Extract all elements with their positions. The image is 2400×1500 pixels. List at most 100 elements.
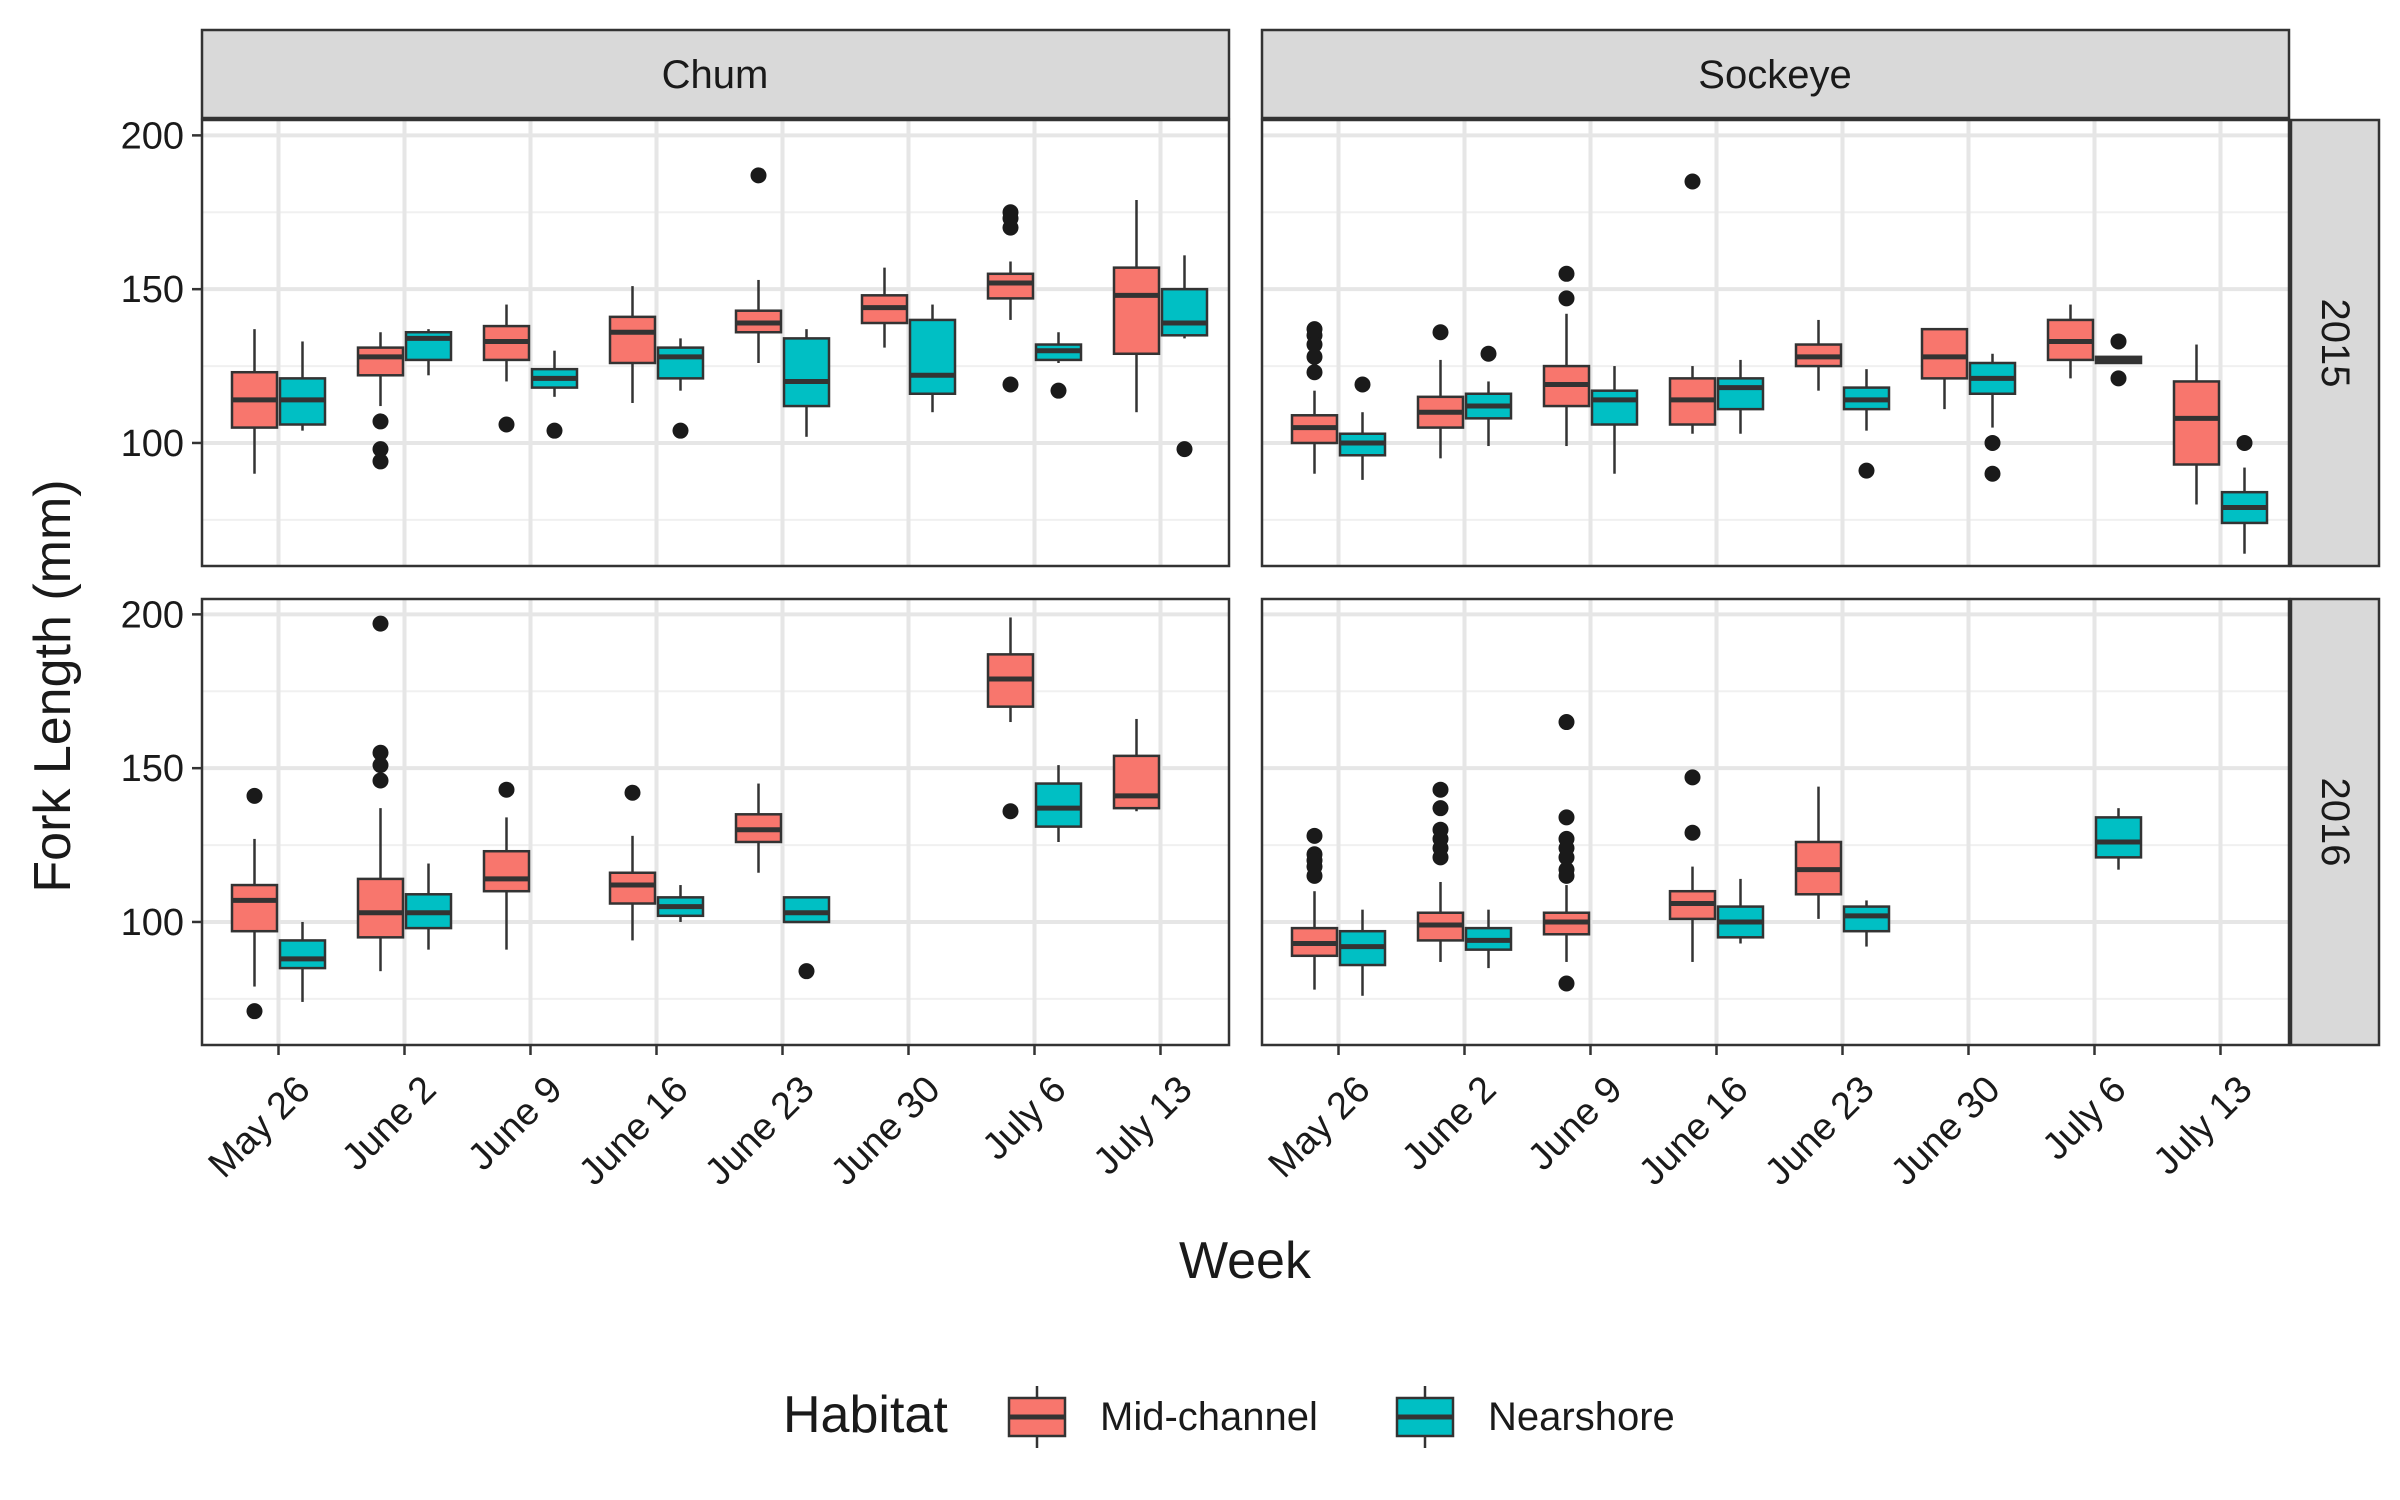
box-june-30-nearshore bbox=[908, 304, 957, 413]
outlier-point bbox=[1306, 827, 1323, 844]
legend-label-mid-channel: Mid-channel bbox=[1100, 1395, 1318, 1439]
box-june-16-mid-channel bbox=[1668, 173, 1717, 434]
strip-label-2015: 2015 bbox=[2313, 299, 2357, 388]
box-body bbox=[656, 346, 705, 380]
box-may-26-mid-channel bbox=[230, 787, 279, 1020]
y-tick-label: 200 bbox=[121, 594, 184, 636]
box-june-23-mid-channel bbox=[734, 783, 783, 873]
box-body bbox=[1590, 389, 1639, 426]
box-june-23-mid-channel bbox=[734, 167, 783, 363]
box-june-2-nearshore bbox=[1464, 909, 1513, 969]
strip-right-2015: 2015 bbox=[2289, 118, 2381, 568]
outlier-point bbox=[1558, 265, 1575, 282]
outlier-point bbox=[2110, 333, 2127, 350]
box-june-16-nearshore bbox=[1716, 359, 1765, 434]
box-body bbox=[1160, 287, 1209, 337]
panel-sockeye-2016 bbox=[1260, 597, 2291, 1047]
outlier-point bbox=[1354, 376, 1371, 393]
box-body bbox=[986, 272, 1035, 300]
panel-chum-2016 bbox=[200, 597, 1231, 1047]
outlier-point bbox=[372, 441, 389, 458]
box-body bbox=[482, 849, 531, 893]
box-june-16-nearshore bbox=[656, 338, 705, 439]
box-june-23-nearshore bbox=[782, 896, 831, 980]
panel-border bbox=[1260, 597, 2291, 1047]
box-body bbox=[782, 337, 831, 408]
box-june-9-mid-channel bbox=[1542, 714, 1591, 992]
box-may-26-nearshore bbox=[1338, 376, 1387, 480]
outlier-point bbox=[498, 781, 515, 798]
box-body bbox=[1112, 266, 1161, 356]
y-tick-label: 100 bbox=[121, 902, 184, 944]
box-may-26-nearshore bbox=[278, 921, 327, 1002]
box-june-30-nearshore bbox=[1968, 353, 2017, 482]
box-june-16-nearshore bbox=[656, 885, 705, 922]
outlier-point bbox=[1176, 441, 1193, 458]
box-june-16-mid-channel bbox=[608, 784, 657, 941]
strip-top-sockeye: Sockeye bbox=[1260, 28, 2291, 120]
box-body bbox=[1112, 754, 1161, 810]
outlier-point bbox=[624, 784, 641, 801]
box-june-2-nearshore bbox=[1464, 345, 1513, 447]
legend-title: Habitat bbox=[783, 1386, 948, 1444]
box-body bbox=[356, 877, 405, 939]
outlier-point bbox=[1558, 809, 1575, 826]
legend: Habitat Mid-channel Nearshore bbox=[783, 1386, 1675, 1448]
strip-top-chum: Chum bbox=[200, 28, 1231, 120]
outlier-point bbox=[1002, 376, 1019, 393]
outlier-point bbox=[1558, 290, 1575, 307]
box-july-13-mid-channel bbox=[1112, 718, 1161, 812]
outlier-point bbox=[372, 615, 389, 632]
outlier-point bbox=[246, 787, 263, 804]
outlier-point bbox=[1480, 345, 1497, 362]
outlier-point bbox=[1050, 382, 1067, 399]
box-body bbox=[1716, 377, 1765, 411]
outlier-point bbox=[372, 413, 389, 430]
outlier-point bbox=[798, 963, 815, 980]
outlier-point bbox=[1684, 769, 1701, 786]
outlier-point bbox=[246, 1003, 263, 1020]
box-june-2-mid-channel bbox=[356, 332, 405, 470]
box-may-26-mid-channel bbox=[230, 329, 279, 474]
box-body bbox=[782, 896, 831, 924]
outlier-point bbox=[372, 757, 389, 774]
box-june-16-nearshore bbox=[1716, 878, 1765, 944]
box-body bbox=[1034, 782, 1083, 828]
box-june-16-mid-channel bbox=[1668, 769, 1717, 962]
box-july-6-nearshore bbox=[2094, 808, 2143, 870]
box-body bbox=[2172, 380, 2221, 466]
outlier-point bbox=[1432, 324, 1449, 341]
box-body bbox=[278, 939, 327, 970]
box-july-6-mid-channel bbox=[986, 617, 1035, 820]
box-july-13-mid-channel bbox=[1112, 199, 1161, 413]
outlier-point bbox=[372, 453, 389, 470]
box-june-30-mid-channel bbox=[1920, 327, 1969, 410]
box-body bbox=[608, 315, 657, 365]
box-june-23-mid-channel bbox=[1794, 786, 1843, 919]
outlier-point bbox=[1984, 465, 2001, 482]
strip-right-2016: 2016 bbox=[2289, 597, 2381, 1047]
box-june-9-nearshore bbox=[530, 350, 579, 439]
outlier-point bbox=[1432, 800, 1449, 817]
outlier-point bbox=[1306, 867, 1323, 884]
outlier-point bbox=[1306, 336, 1323, 353]
box-july-6-nearshore bbox=[1034, 332, 1083, 399]
strip-label-2016: 2016 bbox=[2313, 778, 2357, 867]
box-june-23-nearshore bbox=[782, 329, 831, 437]
outlier-point bbox=[1306, 348, 1323, 365]
box-may-26-mid-channel bbox=[1290, 321, 1339, 474]
box-july-13-nearshore bbox=[1160, 255, 1209, 458]
box-june-2-nearshore bbox=[404, 863, 453, 950]
y-tick-label: 150 bbox=[121, 748, 184, 790]
box-june-2-nearshore bbox=[404, 329, 453, 376]
panel-border bbox=[200, 597, 1231, 1047]
box-june-2-mid-channel bbox=[1416, 324, 1465, 459]
legend-label-nearshore: Nearshore bbox=[1488, 1395, 1675, 1439]
box-body bbox=[1920, 327, 1969, 380]
outlier-point bbox=[1306, 364, 1323, 381]
box-july-13-nearshore bbox=[2220, 434, 2269, 554]
box-june-2-mid-channel bbox=[356, 615, 405, 972]
outlier-point bbox=[1002, 219, 1019, 236]
outlier-point bbox=[1002, 803, 1019, 820]
